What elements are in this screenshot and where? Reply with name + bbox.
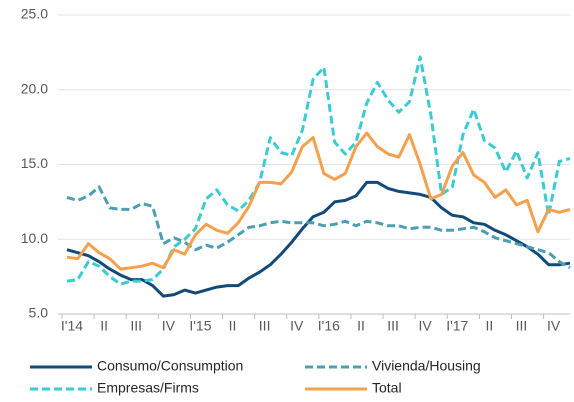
series-line <box>66 185 571 270</box>
legend-label: Total <box>372 380 402 396</box>
x-tick-label: IV <box>419 318 433 334</box>
x-tick-label: IV <box>547 318 561 334</box>
y-tick-label: 15.0 <box>21 155 48 171</box>
legend-label: Empresas/Firms <box>97 380 199 396</box>
x-tick-label: II <box>100 318 108 334</box>
x-tick-label: IV <box>162 318 176 334</box>
x-tick-label: II <box>229 318 237 334</box>
legend: Consumo/Consumption Vivienda/Housing Empre… <box>30 358 481 396</box>
legend-label: Consumo/Consumption <box>97 358 243 374</box>
y-tick-label: 25.0 <box>21 6 48 22</box>
y-tick-label: 10.0 <box>21 230 48 246</box>
series-line <box>66 131 571 271</box>
series-line <box>66 180 571 298</box>
x-tick-label: I'16 <box>318 318 340 334</box>
x-tick-label: IV <box>290 318 304 334</box>
x-tick-label: I'17 <box>446 318 468 334</box>
x-tick-label: III <box>387 318 399 334</box>
x-tick-label: I'14 <box>61 318 83 334</box>
y-tick-label: 20.0 <box>21 80 48 96</box>
x-tick-label: III <box>259 318 271 334</box>
x-tick-label: III <box>516 318 528 334</box>
x-tick-label: I'15 <box>189 318 211 334</box>
x-tick-label: II <box>485 318 493 334</box>
x-tick-label: III <box>130 318 142 334</box>
x-tick-label: II <box>357 318 365 334</box>
y-tick-label: 5.0 <box>29 305 49 321</box>
series-line <box>66 55 571 286</box>
legend-label: Vivienda/Housing <box>372 358 481 374</box>
